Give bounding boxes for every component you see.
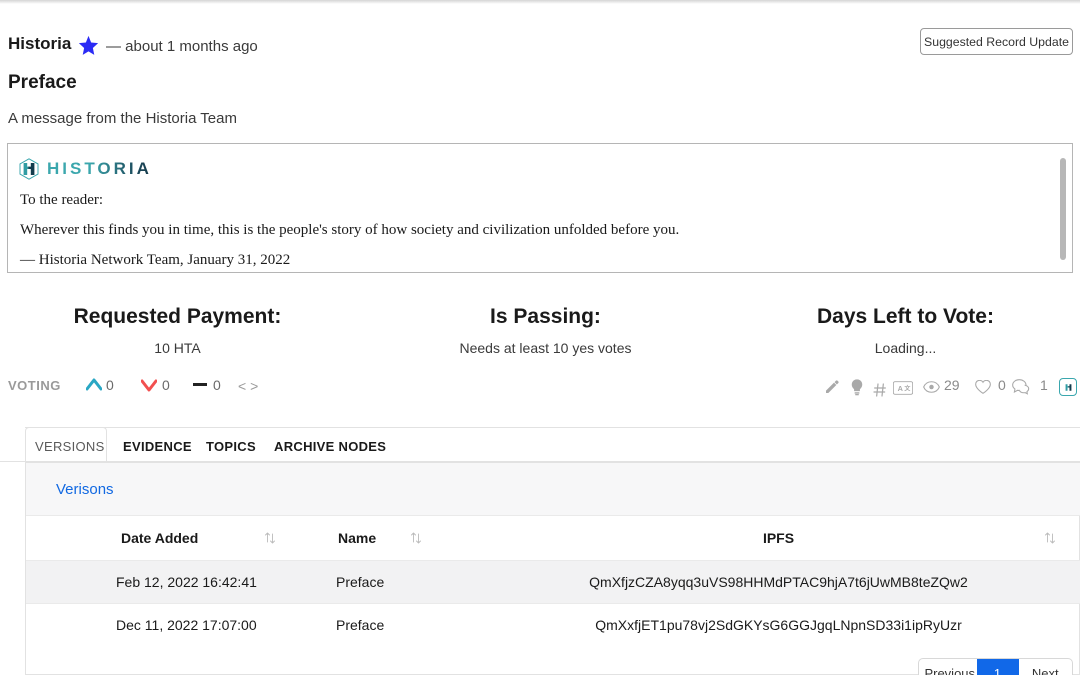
svg-text:A: A xyxy=(898,384,904,393)
svg-text:文: 文 xyxy=(903,385,911,393)
